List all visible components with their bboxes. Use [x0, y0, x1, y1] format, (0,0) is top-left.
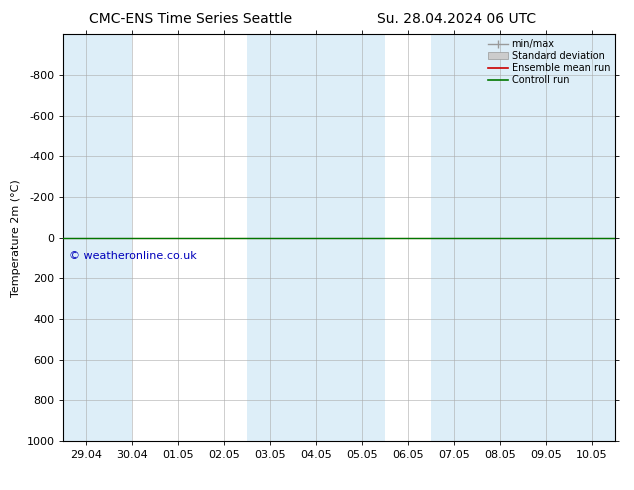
Bar: [247, 34, 385, 441]
Text: Su. 28.04.2024 06 UTC: Su. 28.04.2024 06 UTC: [377, 12, 536, 26]
Text: CMC-ENS Time Series Seattle: CMC-ENS Time Series Seattle: [89, 12, 292, 26]
Bar: [63, 34, 133, 441]
Bar: [431, 34, 615, 441]
Legend: min/max, Standard deviation, Ensemble mean run, Controll run: min/max, Standard deviation, Ensemble me…: [488, 39, 610, 85]
Text: © weatheronline.co.uk: © weatheronline.co.uk: [69, 251, 197, 261]
Y-axis label: Temperature 2m (°C): Temperature 2m (°C): [11, 179, 21, 296]
